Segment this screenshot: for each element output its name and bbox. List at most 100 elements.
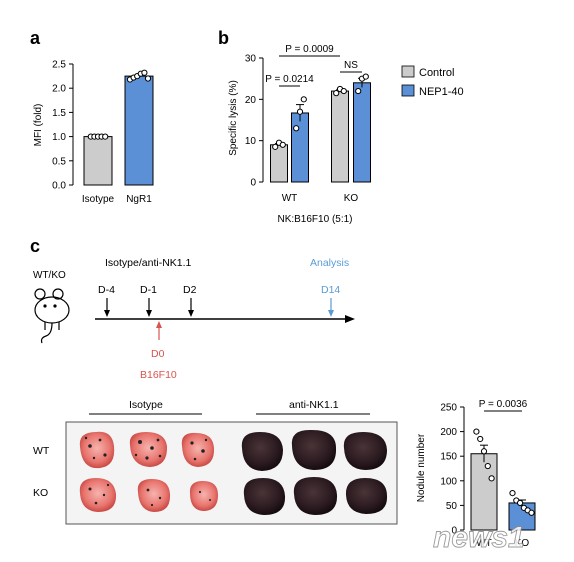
chart-a-bar-ngr1	[124, 75, 154, 186]
chart-a-y-tick-label: 1.0	[52, 132, 66, 143]
lung-isotype-ko-3	[189, 481, 218, 511]
lung-anti-ko-2	[293, 477, 338, 515]
chart-b-point	[272, 143, 279, 150]
treatment-label: Isotype/anti-NK1.1	[105, 257, 192, 269]
timeline: WT/KO Isotype/anti-NK1.1 Analysis D-4 D-…	[33, 257, 355, 381]
chart-a-y-tick-label: 0.5	[52, 156, 66, 167]
chart-a-point	[144, 75, 152, 82]
chart-b-sig-label: P = 0.0009	[285, 44, 334, 55]
day-arrowhead-d-1	[146, 310, 152, 317]
chart-b-point	[340, 87, 347, 95]
chart-c-y-tick-label: 100	[440, 476, 457, 487]
chart-c-ylabel: Nodule number	[416, 433, 427, 502]
chart-a-y-tick-label: 1.5	[52, 108, 66, 119]
lung-isotype-wt-2	[129, 432, 168, 467]
chart-c-bar-ko	[508, 502, 536, 531]
chart-c-y-tick-label: 250	[440, 403, 457, 414]
chart-b-point	[300, 96, 307, 103]
tumor-label: B16F10	[140, 369, 177, 381]
anti-group-label: anti-NK1.1	[289, 399, 339, 411]
chart-b-x-label-ko: KO	[344, 193, 359, 204]
watermark: news1	[433, 521, 526, 555]
chart-a-x-label-ngr1: NgR1	[126, 194, 152, 205]
chart-b-point	[333, 90, 340, 97]
timeline-arrowhead	[345, 315, 355, 323]
chart-b: 0 10 20 30 Specific lysis (%) WT KO NK:B16F10 (…	[228, 44, 371, 225]
chart-b-point	[362, 73, 369, 80]
chart-b-y-tick-label: 30	[245, 54, 257, 65]
chart-b-y-tick-label: 20	[245, 95, 257, 106]
chart-a-y-tick-label: 2.0	[52, 84, 66, 95]
day-label-d0: D0	[151, 348, 165, 360]
chart-nodules: 0 50 100 150 200 250 Nodule number WT KO P = 0.00…	[416, 399, 536, 549]
chart-c-point	[484, 462, 491, 470]
chart-c-point	[473, 428, 480, 435]
chart-a-ylabel: MFI (fold)	[33, 104, 44, 147]
chart-b-sig-label: P = 0.0214	[265, 74, 314, 85]
chart-b-bar-ko-nep1-40	[353, 82, 371, 183]
chart-b-bar-ko-control	[331, 90, 349, 183]
mouse-label: WT/KO	[33, 270, 66, 281]
chart-a-x-label-isotype: Isotype	[82, 194, 115, 205]
chart-c-y-tick-label: 50	[446, 501, 458, 512]
chart-c-point	[509, 490, 516, 497]
chart-a: 0.0 0.5 1.0 1.5 2.0 2.5 MFI (fold) Isotype NgR1	[33, 60, 154, 205]
chart-b-point	[355, 87, 362, 95]
chart-c-point	[480, 448, 488, 455]
chart-a-y-tick-label: 2.5	[52, 60, 66, 71]
legend-control-swatch	[401, 65, 415, 78]
watermark-text: news1	[433, 521, 525, 554]
lung-isotype-wt-1	[79, 431, 115, 469]
chart-c-point	[477, 435, 484, 443]
panel-c-letter: c	[30, 236, 40, 256]
analysis-label: Analysis	[310, 257, 349, 269]
chart-a-point	[102, 133, 109, 140]
chart-b-xlabel: NK:B16F10 (5:1)	[277, 214, 352, 225]
chart-a-y-tick-label: 0.0	[52, 181, 66, 192]
chart-b-point	[293, 125, 300, 132]
chart-b-x-label-wt: WT	[282, 193, 298, 204]
chart-b-bar-wt-control	[270, 144, 288, 183]
chart-c-sig-label: P = 0.0036	[479, 399, 528, 410]
chart-c-y-tick-label: 200	[440, 427, 457, 438]
panel-a-letter: a	[30, 28, 41, 48]
day-label-d2: D2	[183, 284, 197, 296]
day-arrowhead-d2	[188, 310, 194, 317]
lung-anti-wt-2	[291, 429, 337, 470]
day-label-d-4: D-4	[98, 284, 115, 296]
day-label-d14: D14	[321, 284, 340, 296]
chart-b-bar-wt-nep1-40	[291, 112, 309, 183]
chart-b-y-tick-label: 0	[250, 178, 256, 189]
day-arrowhead-d14	[328, 310, 334, 317]
lung-anti-ko-1	[243, 478, 286, 515]
mouse-icon	[34, 288, 70, 344]
chart-b-point	[279, 141, 286, 148]
chart-c-bar-wt	[470, 453, 498, 531]
legend-control-label: Control	[419, 67, 454, 79]
chart-b-point	[296, 108, 304, 115]
lung-anti-ko-3	[345, 478, 388, 514]
lung-isotype-ko-1	[79, 478, 117, 512]
legend-nep-swatch	[401, 84, 415, 97]
lung-photo-section: Isotype anti-NK1.1 WT KO	[33, 399, 398, 525]
lung-isotype-ko-2	[137, 479, 171, 512]
chart-c-x-label-ko: KO	[515, 538, 530, 549]
legend-nep-label: NEP1-40	[419, 86, 464, 98]
lung-photo-frame	[65, 421, 398, 525]
chart-c-y-tick-label: 0	[451, 526, 457, 537]
chart-c-point	[517, 499, 524, 507]
lung-anti-wt-1	[241, 432, 283, 471]
day-arrowhead-d0	[156, 321, 162, 328]
chart-a-point	[141, 69, 148, 76]
day-label-d-1: D-1	[140, 284, 157, 296]
isotype-group-label: Isotype	[129, 399, 163, 411]
panel-b-letter: b	[218, 28, 229, 48]
chart-c-point	[488, 475, 495, 482]
chart-c-point	[528, 509, 535, 516]
chart-c-x-label-wt: WT	[476, 538, 492, 549]
day-arrowhead-d-4	[104, 310, 110, 317]
row-label-ko: KO	[33, 487, 48, 499]
lung-anti-wt-3	[343, 432, 387, 470]
chart-b-ylabel: Specific lysis (%)	[228, 80, 239, 156]
